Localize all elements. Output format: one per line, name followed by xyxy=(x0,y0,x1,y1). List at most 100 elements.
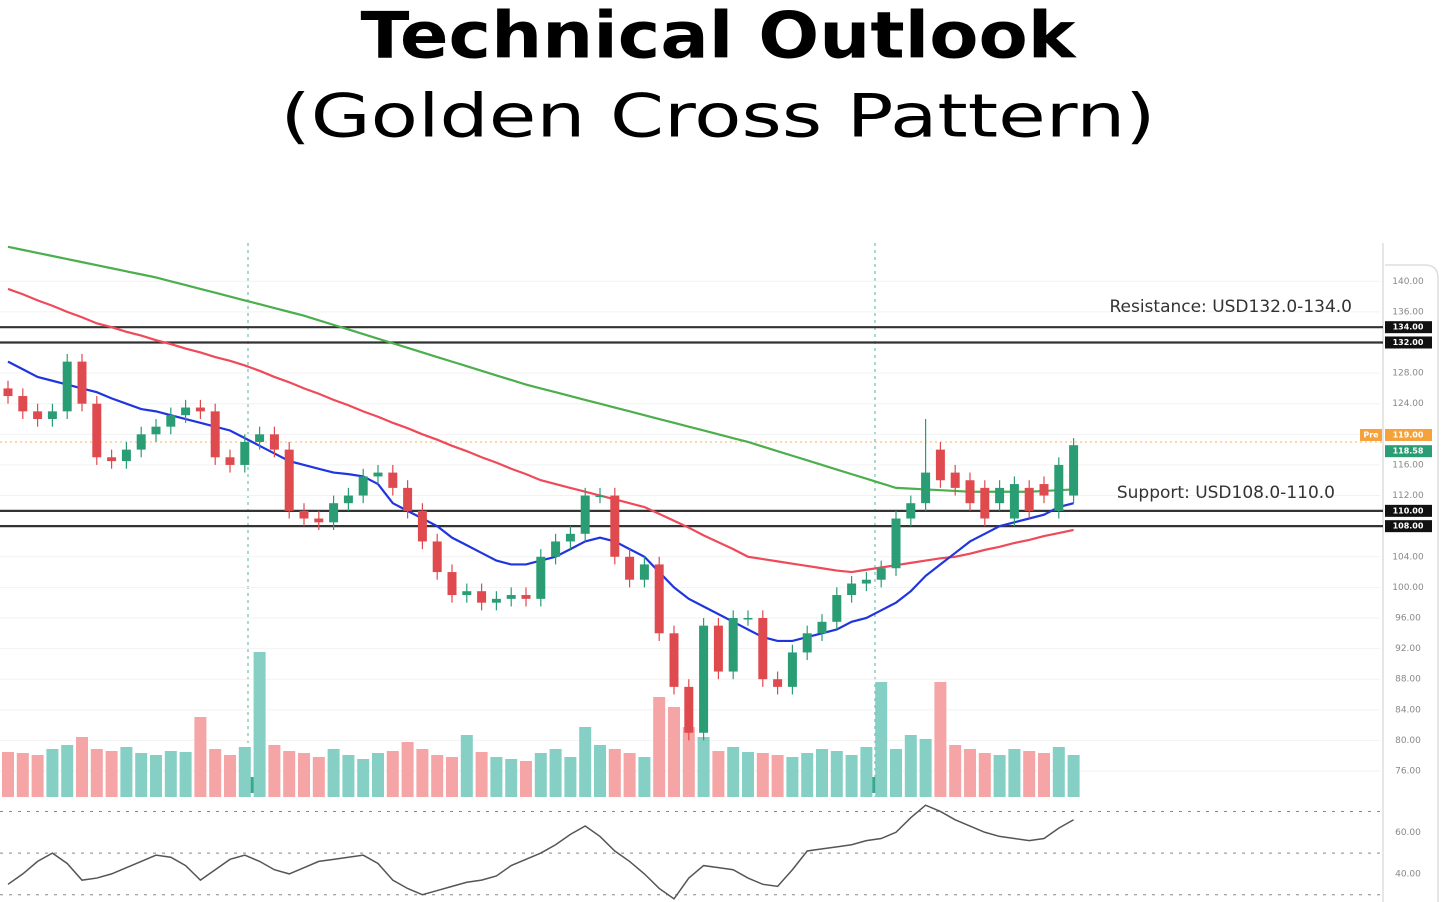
volume-bar xyxy=(505,759,518,797)
candle-body xyxy=(195,407,205,412)
volume-bar xyxy=(1038,753,1050,797)
volume-bar xyxy=(771,755,784,797)
candle-body xyxy=(388,472,398,488)
volume-bar xyxy=(386,751,399,797)
candle-body xyxy=(1009,484,1019,519)
volume-bar xyxy=(194,717,207,797)
prev-price-box xyxy=(1385,428,1432,441)
annotation: Support: USD108.0-110.0 xyxy=(1117,483,1335,503)
candle-body xyxy=(225,457,235,465)
volume-bar xyxy=(327,749,340,797)
candle-body xyxy=(713,625,723,672)
candle-body xyxy=(847,583,857,596)
candle-body xyxy=(906,503,916,519)
y-tick-label: 84.00 xyxy=(1395,705,1421,715)
volume-bar xyxy=(90,749,103,797)
candle-body xyxy=(802,633,812,653)
volume-bar xyxy=(31,755,44,797)
volume-bar xyxy=(105,751,118,797)
volume-bar xyxy=(668,707,680,797)
candle-body xyxy=(3,388,13,397)
volume-bar xyxy=(830,751,843,797)
volume-bar xyxy=(1008,749,1021,797)
candle-body xyxy=(1054,464,1064,511)
price-tag xyxy=(1385,504,1432,517)
y-tick-label: 104.00 xyxy=(1392,552,1424,562)
y-tick-label: 140.00 xyxy=(1392,277,1424,287)
candle-body xyxy=(639,564,649,580)
candle-body xyxy=(699,625,709,733)
price-tag xyxy=(1385,336,1432,349)
volume-bar xyxy=(150,755,162,797)
candle-body xyxy=(1069,445,1079,496)
candle-body xyxy=(403,487,413,511)
candle-body xyxy=(151,426,161,435)
price-tag-label: 110.00 xyxy=(1393,506,1424,515)
volume-bar xyxy=(712,751,725,797)
candle-body xyxy=(18,396,28,412)
y-tick-label: 40.00 xyxy=(1395,869,1421,879)
y-tick-label: 96.00 xyxy=(1395,613,1421,623)
annotation: Resistance: USD132.0-134.0 xyxy=(1109,297,1352,317)
candle-body xyxy=(758,617,768,680)
volume-bar xyxy=(1067,755,1080,797)
candle-body xyxy=(47,411,57,420)
y-tick-label: 80.00 xyxy=(1395,736,1421,746)
candle-body xyxy=(343,495,353,504)
candle-body xyxy=(358,476,368,496)
candle-body xyxy=(447,572,457,596)
volume-bar xyxy=(756,753,769,797)
candle-body xyxy=(817,621,827,634)
volume-bar xyxy=(416,749,429,797)
volume-bar xyxy=(135,753,148,797)
candle-body xyxy=(669,633,679,687)
candle-body xyxy=(136,434,146,450)
candle-body xyxy=(536,556,546,599)
candle-body xyxy=(240,441,250,465)
volume-bar xyxy=(534,753,547,797)
volume-bar xyxy=(653,697,666,797)
prev-tag-box xyxy=(1360,428,1382,441)
volume-bar xyxy=(801,753,814,797)
candle-body xyxy=(728,617,738,672)
volume-bar xyxy=(697,737,710,797)
y-tick-label: 112.00 xyxy=(1392,491,1424,501)
price-tag-label: 108.00 xyxy=(1393,522,1424,531)
axis-frame xyxy=(1382,243,1439,902)
volume-bar xyxy=(860,747,873,797)
candle-body xyxy=(491,598,501,603)
prev-price-label: 119.00 xyxy=(1393,430,1424,439)
y-tick-label: 60.00 xyxy=(1395,828,1421,838)
volume-bar xyxy=(934,682,947,797)
candle-body xyxy=(595,495,605,498)
candle-body xyxy=(462,591,472,596)
candle-body xyxy=(62,361,72,412)
volume-bar xyxy=(283,751,296,797)
volume-bar xyxy=(16,753,29,797)
candle-body xyxy=(935,449,945,481)
y-tick-label: 88.00 xyxy=(1395,675,1421,685)
volume-bar xyxy=(46,749,59,797)
last-price-box xyxy=(1385,445,1432,458)
candle-body xyxy=(77,361,87,404)
candle-body xyxy=(521,595,531,599)
volume-bar xyxy=(816,749,828,797)
chart-title: Technical Outlook xyxy=(361,0,1078,74)
volume-bar xyxy=(608,749,621,797)
volume-bar xyxy=(76,737,88,797)
volume-bar xyxy=(904,735,917,797)
candle-body xyxy=(477,591,487,603)
volume-bar xyxy=(312,757,325,797)
volume-bar xyxy=(460,735,473,797)
y-tick-label: 128.00 xyxy=(1392,369,1424,379)
volume-bar xyxy=(401,742,414,797)
candle-body xyxy=(432,541,442,573)
candle-body xyxy=(773,679,783,687)
volume-bar xyxy=(1052,747,1065,797)
candle-body xyxy=(891,518,901,569)
volume-bar xyxy=(431,755,444,797)
candle-body xyxy=(210,411,220,458)
candle-body xyxy=(832,595,842,622)
candle-body xyxy=(950,472,960,488)
